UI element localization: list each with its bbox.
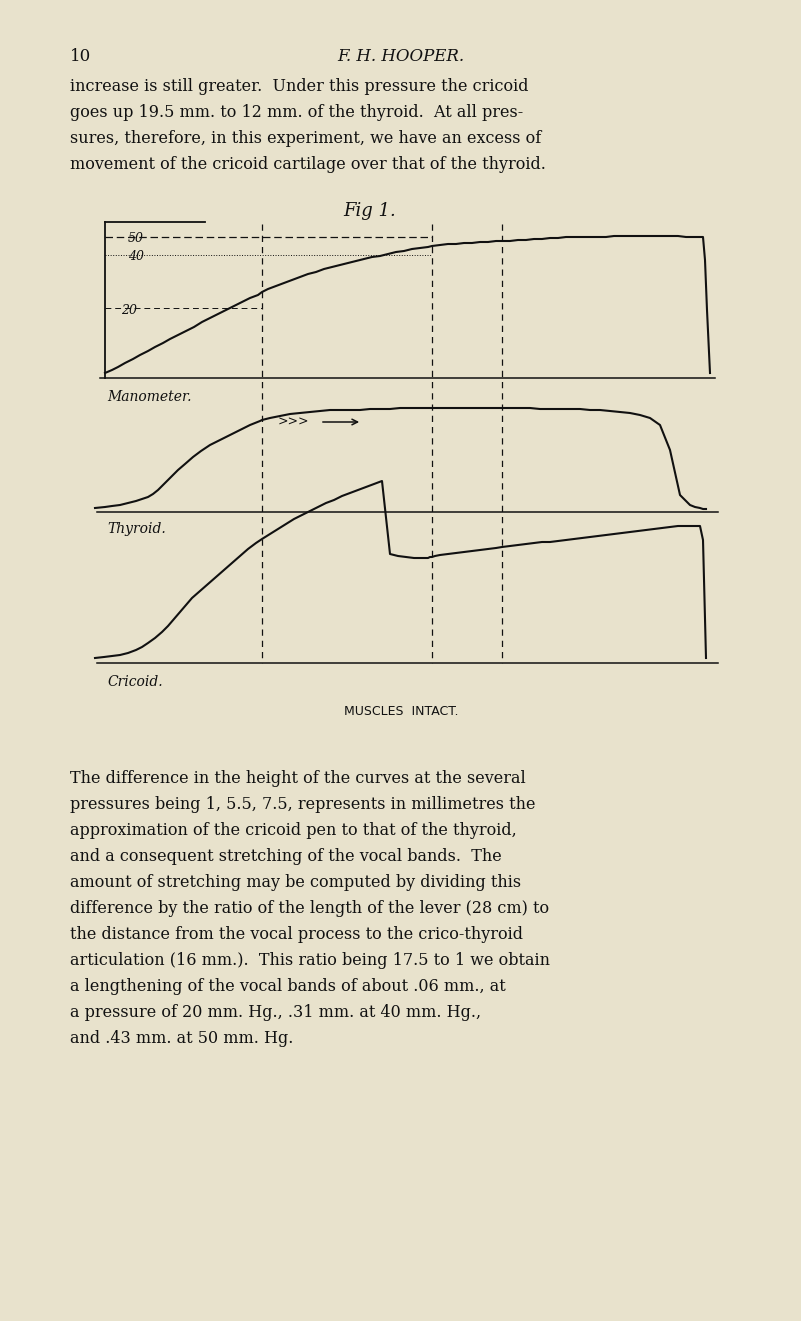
Text: pressures being 1, 5.5, 7.5, represents in millimetres the: pressures being 1, 5.5, 7.5, represents … [70,797,536,812]
Text: movement of the cricoid cartilage over that of the thyroid.: movement of the cricoid cartilage over t… [70,156,545,173]
Text: goes up 19.5 mm. to 12 mm. of the thyroid.  At all pres-: goes up 19.5 mm. to 12 mm. of the thyroi… [70,104,523,122]
Text: 20: 20 [121,304,137,317]
Text: difference by the ratio of the length of the lever (28 cm) to: difference by the ratio of the length of… [70,900,549,917]
Text: articulation (16 mm.).  This ratio being 17.5 to 1 we obtain: articulation (16 mm.). This ratio being … [70,952,550,970]
Text: the distance from the vocal process to the crico-thyroid: the distance from the vocal process to t… [70,926,523,943]
Text: Fig 1.: Fig 1. [344,202,396,221]
Text: F. H. HOOPER.: F. H. HOOPER. [337,48,465,65]
Text: Manometer.: Manometer. [107,390,191,404]
Text: 40: 40 [128,251,144,263]
Text: and .43 mm. at 50 mm. Hg.: and .43 mm. at 50 mm. Hg. [70,1030,293,1048]
Text: and a consequent stretching of the vocal bands.  The: and a consequent stretching of the vocal… [70,848,501,865]
Text: Cricoid.: Cricoid. [107,675,163,690]
Text: increase is still greater.  Under this pressure the cricoid: increase is still greater. Under this pr… [70,78,529,95]
Text: approximation of the cricoid pen to that of the thyroid,: approximation of the cricoid pen to that… [70,822,517,839]
Text: The difference in the height of the curves at the several: The difference in the height of the curv… [70,770,525,787]
Text: >>>: >>> [278,416,309,428]
Text: amount of stretching may be computed by dividing this: amount of stretching may be computed by … [70,875,521,890]
Text: 50: 50 [128,232,144,246]
Text: MUSCLES  INTACT.: MUSCLES INTACT. [344,705,458,719]
Text: Thyroid.: Thyroid. [107,522,166,536]
Text: sures, therefore, in this experiment, we have an excess of: sures, therefore, in this experiment, we… [70,129,541,147]
Text: a lengthening of the vocal bands of about .06 mm., at: a lengthening of the vocal bands of abou… [70,978,505,995]
Text: 10: 10 [70,48,91,65]
Text: a pressure of 20 mm. Hg., .31 mm. at 40 mm. Hg.,: a pressure of 20 mm. Hg., .31 mm. at 40 … [70,1004,481,1021]
